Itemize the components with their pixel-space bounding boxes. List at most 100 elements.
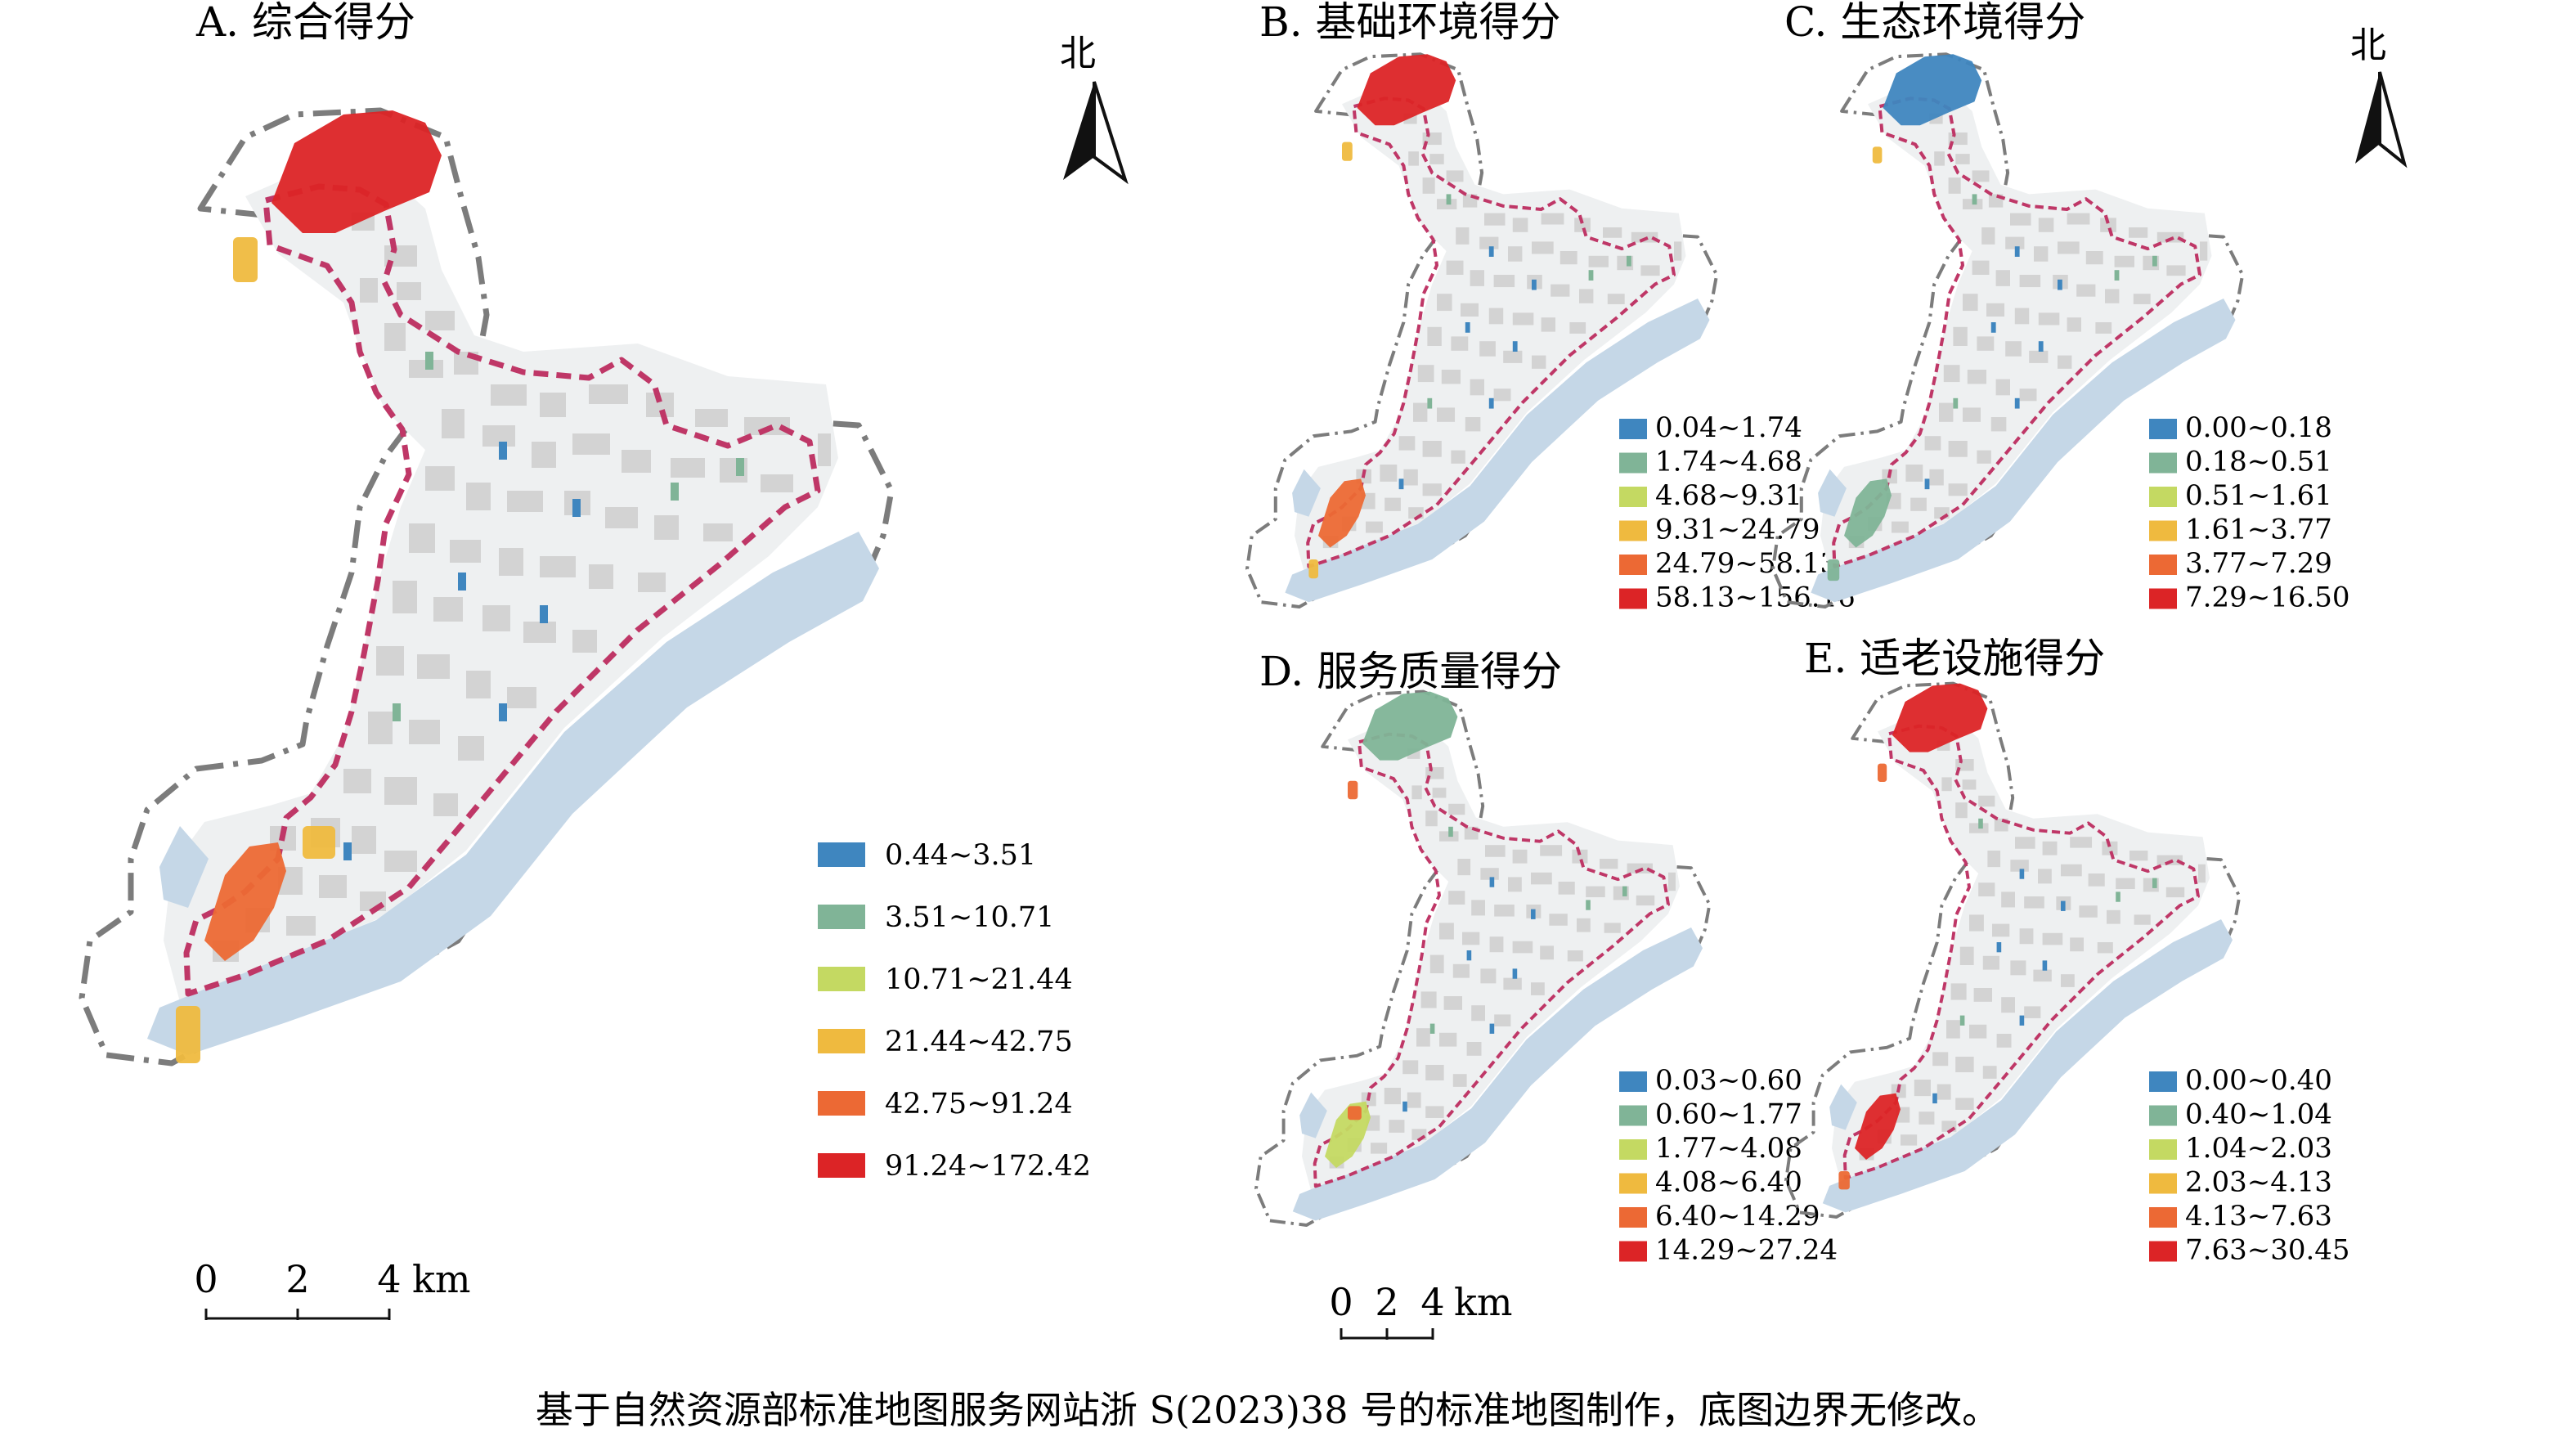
legend-b-label-2: 1.74~4.68 (1655, 446, 1802, 478)
panel-c-map (1773, 54, 2242, 607)
panel-a-scale-unit: km (412, 1257, 471, 1301)
panel-a-scale-4: 4 (377, 1257, 401, 1301)
panel-c-feature-5 (1990, 322, 1996, 333)
panel-d-scale-2: 2 (1375, 1280, 1398, 1324)
panel-a-title: A. 综合得分 (195, 0, 415, 46)
panel-a-feature-5 (458, 573, 466, 591)
panel-a-feature-8 (499, 703, 507, 721)
panel-a-feature-10 (736, 458, 744, 476)
panel-c-title: C. 生态环境得分 (1784, 0, 2085, 46)
legend-b-swatch-4 (1619, 520, 1647, 541)
legend-c-label-6: 7.29~16.50 (2185, 582, 2350, 614)
panel-e-feature-3 (2061, 900, 2066, 911)
panel-c-north-arrow: 北 (2350, 25, 2408, 168)
legend-c-swatch-3 (2149, 487, 2177, 507)
legend-d-label-2: 0.60~1.77 (1655, 1098, 1802, 1131)
legend-b-swatch-1 (1619, 419, 1647, 439)
panel-a: A. 综合得分 北 0.44~3.51 3.51~10.71 10.71~21.44… (82, 0, 1129, 1320)
legend-c-label-2: 0.18~0.51 (2185, 446, 2332, 478)
legend-d-swatch-2 (1619, 1105, 1647, 1126)
panel-c-feature-1 (1972, 194, 1977, 205)
legend-a-label-5: 42.75~91.24 (885, 1088, 1073, 1120)
legend-a-label-2: 3.51~10.71 (885, 901, 1054, 934)
legend-b-swatch-5 (1619, 555, 1647, 575)
panel-c-patch-3 (1872, 146, 1883, 164)
panel-d-patch-4 (1348, 1106, 1362, 1120)
panel-c-north-label: 北 (2350, 25, 2386, 66)
panel-c-feature-3 (2058, 279, 2062, 290)
panel-e-feature-1 (1978, 818, 1983, 829)
panel-d-feature-4 (1586, 900, 1591, 910)
panel-c-feature-10 (2152, 255, 2157, 267)
panel-d-feature-6 (1512, 968, 1518, 979)
legend-c-swatch-1 (2149, 419, 2177, 439)
panel-a-legend: 0.44~3.51 3.51~10.71 10.71~21.44 21.44~42.7… (818, 839, 1091, 1183)
panel-b-feature-8 (1488, 397, 1494, 409)
panel-a-feature-2 (499, 442, 507, 460)
panel-c-feature-4 (2114, 270, 2120, 281)
legend-d-label-5: 6.40~14.29 (1655, 1200, 1820, 1233)
panel-e-patch-4 (1838, 1171, 1850, 1190)
map-caption: 基于自然资源部标准地图服务网站浙 S(2023)38 号的标准地图制作，底图边界… (536, 1388, 1999, 1432)
panel-a-feature-4 (671, 483, 679, 501)
panel-a-feature-6 (540, 605, 548, 623)
legend-c-swatch-4 (2149, 520, 2177, 541)
legend-c-swatch-2 (2149, 452, 2177, 474)
panel-e-feature-5 (1996, 942, 2002, 953)
legend-a-label-3: 10.71~21.44 (885, 963, 1073, 996)
panel-d-feature-9 (1402, 1101, 1407, 1112)
legend-b-label-5: 24.79~58.13 (1655, 547, 1838, 580)
legend-b-swatch-6 (1619, 588, 1647, 609)
panel-d-title: D. 服务质量得分 (1259, 648, 1562, 695)
legend-c-label-4: 1.61~3.77 (2185, 514, 2332, 546)
legend-a-label-4: 21.44~42.75 (885, 1026, 1073, 1058)
panel-d-feature-5 (1466, 950, 1472, 961)
panel-a-scale-bar: 0 2 4 km (194, 1257, 471, 1320)
panel-d-feature-7 (1429, 1023, 1435, 1034)
legend-a-swatch-3 (818, 967, 865, 991)
legend-b-label-3: 4.68~9.31 (1655, 479, 1802, 512)
panel-d-feature-1 (1448, 826, 1453, 838)
legend-a-swatch-5 (818, 1091, 865, 1116)
legend-e-label-6: 7.63~30.45 (2185, 1234, 2350, 1267)
panel-e-feature-8 (2019, 1015, 2025, 1026)
panel-b-patch-3 (1342, 141, 1353, 161)
legend-e-label-2: 0.40~1.04 (2185, 1098, 2332, 1131)
panel-a-north-arrow: 北 (1060, 33, 1129, 185)
panel-e-feature-2 (2019, 869, 2025, 879)
panel-d-map (1254, 689, 1712, 1227)
panel-a-patch-5 (303, 826, 335, 859)
legend-d-swatch-3 (1619, 1139, 1647, 1160)
legend-a-swatch-1 (818, 842, 865, 867)
legend-e-label-1: 0.00~0.40 (2185, 1064, 2332, 1097)
legend-a-swatch-2 (818, 905, 865, 929)
legend-d-swatch-5 (1619, 1207, 1647, 1228)
panel-c-legend: 0.00~0.180.18~0.510.51~1.611.61~3.773.77… (2149, 411, 2350, 614)
legend-a-swatch-4 (818, 1029, 865, 1053)
panel-c: C. 生态环境得分 北 0.00~0.180.18~0.510.51~1.611… (1773, 0, 2408, 614)
legend-d-label-6: 14.29~27.24 (1655, 1234, 1838, 1267)
panel-a-map (82, 110, 891, 1063)
panel-e-feature-4 (2116, 891, 2120, 902)
legend-e-swatch-2 (2149, 1105, 2177, 1126)
panel-a-scale-0: 0 (194, 1257, 218, 1301)
panel-b-legend: 0.04~1.741.74~4.684.68~9.319.31~24.7924.… (1619, 411, 1856, 614)
legend-b-label-4: 9.31~24.79 (1655, 514, 1820, 546)
legend-d-swatch-4 (1619, 1173, 1647, 1194)
panel-b-feature-1 (1446, 194, 1452, 205)
panel-b-patch-4 (1308, 559, 1318, 579)
panel-b-feature-7 (1427, 397, 1433, 409)
panel-c-feature-7 (1953, 397, 1959, 409)
legend-b-swatch-3 (1619, 487, 1647, 507)
panel-e-map (1784, 681, 2242, 1219)
panel-b-feature-6 (1512, 341, 1518, 352)
panel-b: B. 基础环境得分 0.04~1.741.74~4.684.68~9.319.3… (1247, 0, 1856, 614)
legend-d-label-3: 1.77~4.08 (1655, 1132, 1802, 1165)
panel-d-scale-unit: km (1454, 1280, 1513, 1324)
panel-a-feature-1 (425, 352, 433, 370)
legend-e-swatch-3 (2149, 1139, 2177, 1160)
panel-d-scale-0: 0 (1329, 1280, 1353, 1324)
legend-c-label-5: 3.77~7.29 (2185, 547, 2332, 580)
legend-a-label-1: 0.44~3.51 (885, 839, 1036, 872)
panel-d-feature-3 (1531, 909, 1536, 919)
